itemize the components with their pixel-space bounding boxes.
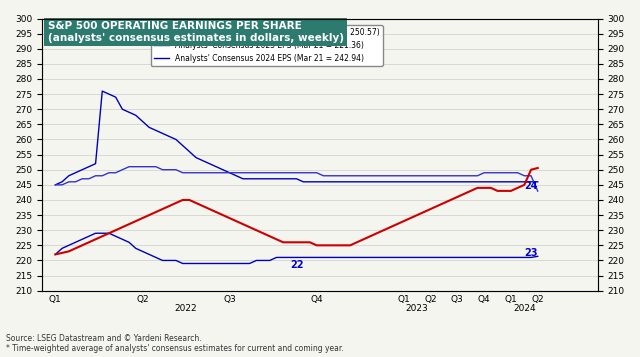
Text: Q2: Q2 — [424, 295, 437, 304]
Text: 24: 24 — [524, 181, 538, 191]
Text: 2022: 2022 — [175, 304, 197, 313]
Text: Q1: Q1 — [49, 295, 61, 304]
Text: Q2: Q2 — [531, 295, 544, 304]
Text: 2024: 2024 — [513, 304, 536, 313]
Text: 23: 23 — [524, 248, 538, 258]
Text: S&P 500 OPERATING EARNINGS PER SHARE
(analysts' consensus estimates in dollars, : S&P 500 OPERATING EARNINGS PER SHARE (an… — [47, 21, 344, 43]
Legend: Analysts' Consensus Forward EPS* (Mar 21 = 250.57), Analysts' Consensus 2023 EPS: Analysts' Consensus Forward EPS* (Mar 21… — [150, 25, 383, 66]
Text: Q4: Q4 — [310, 295, 323, 304]
Text: 22: 22 — [290, 260, 303, 270]
Text: Source: LSEG Datastream and © Yardeni Research.
* Time-weighted average of analy: Source: LSEG Datastream and © Yardeni Re… — [6, 334, 344, 353]
Text: Q3: Q3 — [223, 295, 236, 304]
Text: Q2: Q2 — [136, 295, 148, 304]
Text: Q3: Q3 — [451, 295, 464, 304]
Text: Q4: Q4 — [478, 295, 490, 304]
Text: Q1: Q1 — [397, 295, 410, 304]
Text: Q1: Q1 — [504, 295, 517, 304]
Text: 2023: 2023 — [406, 304, 429, 313]
